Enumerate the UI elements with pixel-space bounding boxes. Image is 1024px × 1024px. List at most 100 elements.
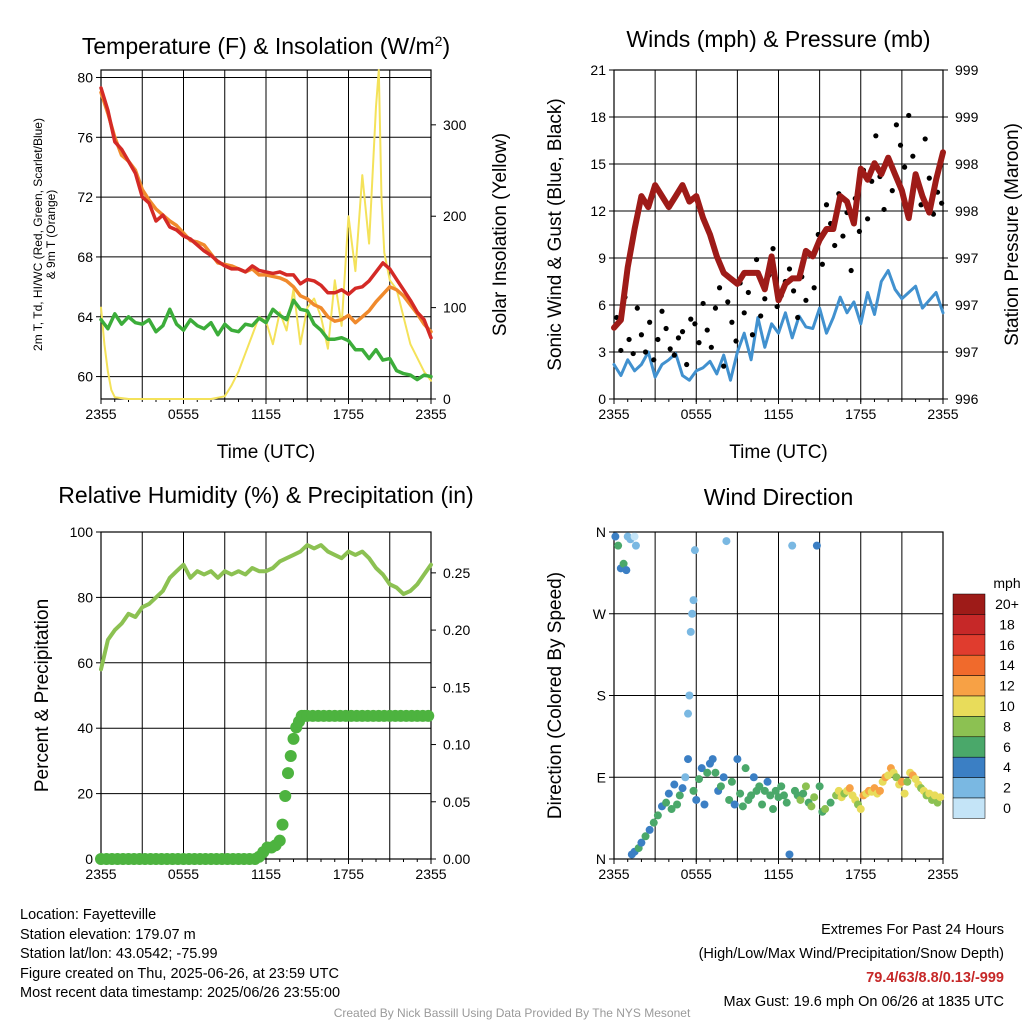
direction-point	[801, 782, 810, 791]
x-tick-label: 2355	[85, 406, 116, 422]
direction-point	[653, 811, 662, 820]
y2-tick-label: 0.25	[443, 565, 470, 581]
direction-point	[622, 566, 631, 575]
direction-point	[788, 541, 797, 550]
direction-point	[686, 627, 695, 636]
legend-label: 2	[1003, 780, 1011, 796]
data-point	[873, 133, 879, 139]
y-tick-label: 80	[77, 589, 93, 605]
direction-point	[637, 838, 646, 847]
x-tick-label: 2355	[598, 866, 629, 882]
chart-winds: 2355 0555 1155 1755 235503691215182199699799…	[545, 26, 1023, 463]
direction-point	[697, 764, 706, 773]
legend-swatch	[952, 675, 986, 697]
legend-swatch	[952, 777, 986, 799]
direction-point	[689, 786, 698, 795]
direction-point	[711, 768, 720, 777]
data-point	[906, 112, 912, 119]
direction-point	[845, 784, 854, 793]
direction-point	[763, 777, 772, 786]
y-tick-label: 12	[590, 203, 606, 219]
chart-title: Temperature (F) & Insolation (W/m2)	[82, 33, 450, 59]
data-point	[704, 327, 710, 333]
data-point	[840, 233, 846, 239]
chart-humidity: 2355 0555 1155 1755 23550204060801000.000.05…	[32, 482, 474, 882]
data-point	[287, 732, 300, 745]
data-point	[642, 349, 649, 355]
data-point	[795, 314, 801, 321]
y2-tick-label: 997	[955, 250, 979, 266]
legend-swatch	[952, 614, 986, 636]
data-point	[634, 305, 640, 311]
data-point	[638, 332, 645, 338]
direction-point	[727, 777, 736, 786]
data-point	[712, 305, 719, 311]
direction-point	[810, 793, 819, 802]
y2-axis-label: Station Pressure (Maroon)	[1002, 123, 1023, 346]
y-tick-label: 0	[598, 391, 606, 407]
y-tick-label: 80	[77, 69, 93, 85]
legend-swatch	[952, 797, 986, 819]
data-point	[922, 136, 928, 142]
credit-text: Created By Nick Bassill Using Data Provi…	[333, 1006, 691, 1020]
data-point	[276, 818, 289, 831]
direction-point	[611, 532, 620, 541]
x-tick-label: 1755	[845, 866, 876, 882]
extremes-title: Extremes For Past 24 Hours	[821, 922, 1004, 938]
y-tick-label: 60	[77, 369, 93, 385]
data-point	[684, 361, 690, 368]
direction-point	[738, 802, 747, 811]
direction-point	[692, 795, 701, 804]
y2-tick-label: 0.00	[443, 851, 470, 867]
y-tick-label: 3	[598, 344, 606, 360]
direction-point	[641, 832, 650, 841]
x-tick-label: 1155	[251, 866, 281, 882]
direction-point	[892, 773, 901, 782]
data-point	[651, 357, 657, 363]
direction-point	[688, 609, 697, 618]
data-point	[725, 299, 731, 305]
direction-point	[747, 791, 756, 800]
y-tick-label: 40	[77, 720, 93, 736]
x-tick-label: 2355	[85, 866, 116, 882]
legend-label: 4	[1003, 759, 1011, 775]
data-point	[753, 256, 760, 263]
latlon-text: Station lat/lon: 43.0542; -75.99	[20, 946, 218, 962]
direction-point	[900, 789, 909, 798]
legend-swatch	[952, 654, 986, 676]
chart-title: Winds (mph) & Pressure (mb)	[626, 26, 930, 52]
data-point	[770, 246, 776, 252]
y-tick-label: 15	[590, 156, 606, 172]
direction-point	[662, 798, 671, 807]
data-point	[675, 335, 682, 341]
direction-point	[725, 795, 734, 804]
y2-tick-label: 998	[955, 156, 979, 172]
data-point	[939, 200, 945, 206]
series-line-0	[100, 69, 432, 400]
data-point	[663, 325, 669, 332]
created-text: Figure created on Thu, 2025-06-26, at 23…	[20, 965, 339, 982]
data-point	[741, 310, 747, 316]
direction-point	[903, 777, 912, 786]
direction-point	[730, 800, 739, 809]
data-point	[762, 296, 768, 302]
legend-label: 12	[999, 678, 1015, 694]
data-point	[758, 313, 764, 319]
direction-point	[631, 541, 640, 550]
x-tick-label: 0555	[681, 866, 712, 882]
direction-point	[897, 777, 906, 786]
direction-point	[821, 805, 830, 814]
data-point	[273, 834, 286, 847]
chart-title: Relative Humidity (%) & Precipitation (i…	[58, 482, 473, 508]
grid-lines	[101, 70, 431, 399]
direction-point	[782, 798, 791, 807]
data-point	[679, 329, 686, 335]
chart-title: Wind Direction	[704, 484, 854, 510]
extremes-panel: Extremes For Past 24 Hours (High/Low/Max…	[699, 918, 1004, 1014]
legend-title: mph	[993, 575, 1020, 591]
y-tick-label: 100	[70, 524, 94, 540]
x-tick-label: 2355	[415, 866, 446, 882]
direction-point	[678, 784, 687, 793]
direction-point	[875, 786, 884, 795]
data-point	[856, 228, 862, 234]
